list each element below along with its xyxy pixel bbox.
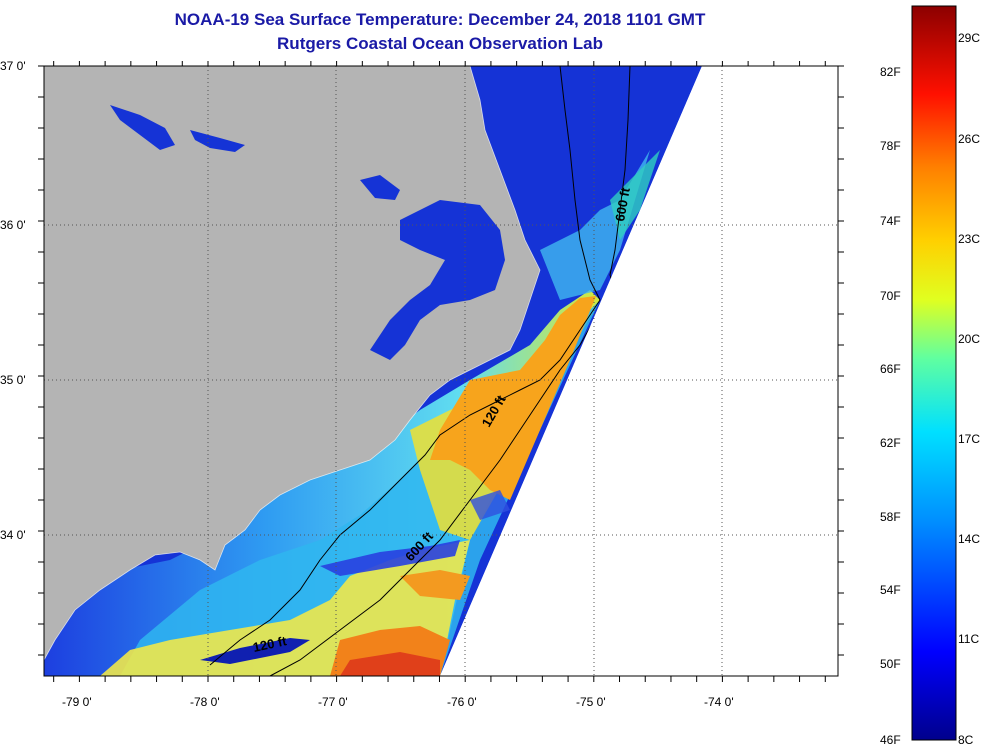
contour-line — [269, 65, 631, 677]
lat-label: 35 0' — [0, 373, 26, 387]
coastline — [43, 65, 541, 661]
lat-label: 34 0' — [0, 528, 26, 542]
colorbar-f-label: 74F — [880, 214, 901, 228]
colorbar-c-label: 17C — [958, 432, 980, 446]
lat-label: 37 0' — [0, 59, 26, 73]
no-data-area — [440, 66, 838, 676]
bay — [360, 175, 400, 200]
colorbar-f-label: 54F — [880, 583, 901, 597]
colorbar-c-label: 26C — [958, 132, 980, 146]
colorbar-f-label: 82F — [880, 65, 901, 79]
lon-label: -76 0' — [447, 695, 477, 709]
colorbar-c-label: 29C — [958, 31, 980, 45]
contour-label: 600 ft — [612, 186, 633, 223]
map-title: NOAA-19 Sea Surface Temperature: Decembe… — [174, 10, 706, 29]
colorbar-f-label: 70F — [880, 289, 901, 303]
lat-label: 36 0' — [0, 218, 26, 232]
bay — [190, 130, 245, 152]
map-subtitle: Rutgers Coastal Ocean Observation Lab — [277, 34, 603, 53]
colorbar-f-label: 66F — [880, 362, 901, 376]
sound — [370, 200, 505, 360]
colorbar-c-label: 23C — [958, 232, 980, 246]
colorbar-f-label: 62F — [880, 436, 901, 450]
lon-label: -75 0' — [576, 695, 606, 709]
lon-label: -74 0' — [704, 695, 734, 709]
lon-label: -78 0' — [190, 695, 220, 709]
colorbar-c-label: 11C — [958, 632, 979, 646]
colorbar-f-label: 46F — [880, 733, 901, 747]
colorbar-f-label: 50F — [880, 657, 901, 671]
lon-label: -79 0' — [62, 695, 92, 709]
colorbar-f-label: 58F — [880, 510, 901, 524]
colorbar — [911, 5, 957, 741]
graticule — [44, 66, 838, 676]
contour-line — [209, 65, 601, 666]
colorbar-c-label: 14C — [958, 532, 980, 546]
lon-label: -77 0' — [318, 695, 348, 709]
colorbar-c-label: 8C — [958, 733, 974, 747]
contour-label: 120 ft — [252, 633, 289, 655]
axis-ticks — [38, 61, 844, 682]
bay — [110, 105, 175, 150]
colorbar-f-label: 78F — [880, 139, 901, 153]
map-frame — [43, 65, 839, 677]
colorbar-c-label: 20C — [958, 332, 980, 346]
